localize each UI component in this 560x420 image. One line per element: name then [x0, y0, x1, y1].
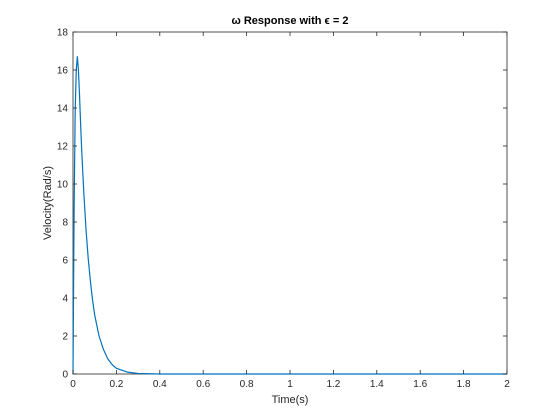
y-tick-label: 14: [57, 104, 69, 115]
x-tick-label: 2: [504, 379, 510, 390]
y-tick-label: 16: [57, 66, 69, 77]
y-tick-label: 0: [62, 370, 68, 381]
x-tick-label: 1: [287, 379, 293, 390]
x-tick-label: 1.2: [326, 379, 340, 390]
y-axis-label: Velocity(Rad/s): [42, 166, 54, 240]
x-tick-label: 1.4: [370, 379, 384, 390]
y-tick-label: 8: [62, 218, 68, 229]
axes-background: [72, 31, 508, 375]
y-tick-label: 10: [57, 180, 69, 191]
y-tick-label: 4: [62, 294, 68, 305]
y-tick-label: 2: [62, 332, 68, 343]
x-tick-label: 0.6: [196, 379, 210, 390]
series-line-0: [72, 56, 507, 375]
y-tick-label: 12: [57, 142, 69, 153]
x-tick-label: 1.6: [413, 379, 427, 390]
y-tick-label: 18: [57, 28, 69, 39]
x-tick-label: 0: [70, 379, 76, 390]
chart-title: ω Response with ϵ = 2: [232, 15, 349, 27]
x-tick-label: 0.4: [153, 379, 167, 390]
series-layer: [72, 56, 507, 375]
x-tick-label: 0.2: [109, 379, 123, 390]
plot-area-box: [72, 31, 508, 375]
x-tick-label: 1.8: [457, 379, 471, 390]
tick-labels-layer: 0 0.2 0.4 0.6 0.8 1 1.2 1.4 1.6 1.8 2 0 2 4 6 8 10 12 14 16…: [57, 28, 510, 391]
x-axis-label: Time(s): [272, 394, 309, 406]
x-tick-label: 0.8: [240, 379, 254, 390]
y-tick-label: 6: [62, 256, 68, 267]
ticks-layer: [72, 31, 508, 375]
